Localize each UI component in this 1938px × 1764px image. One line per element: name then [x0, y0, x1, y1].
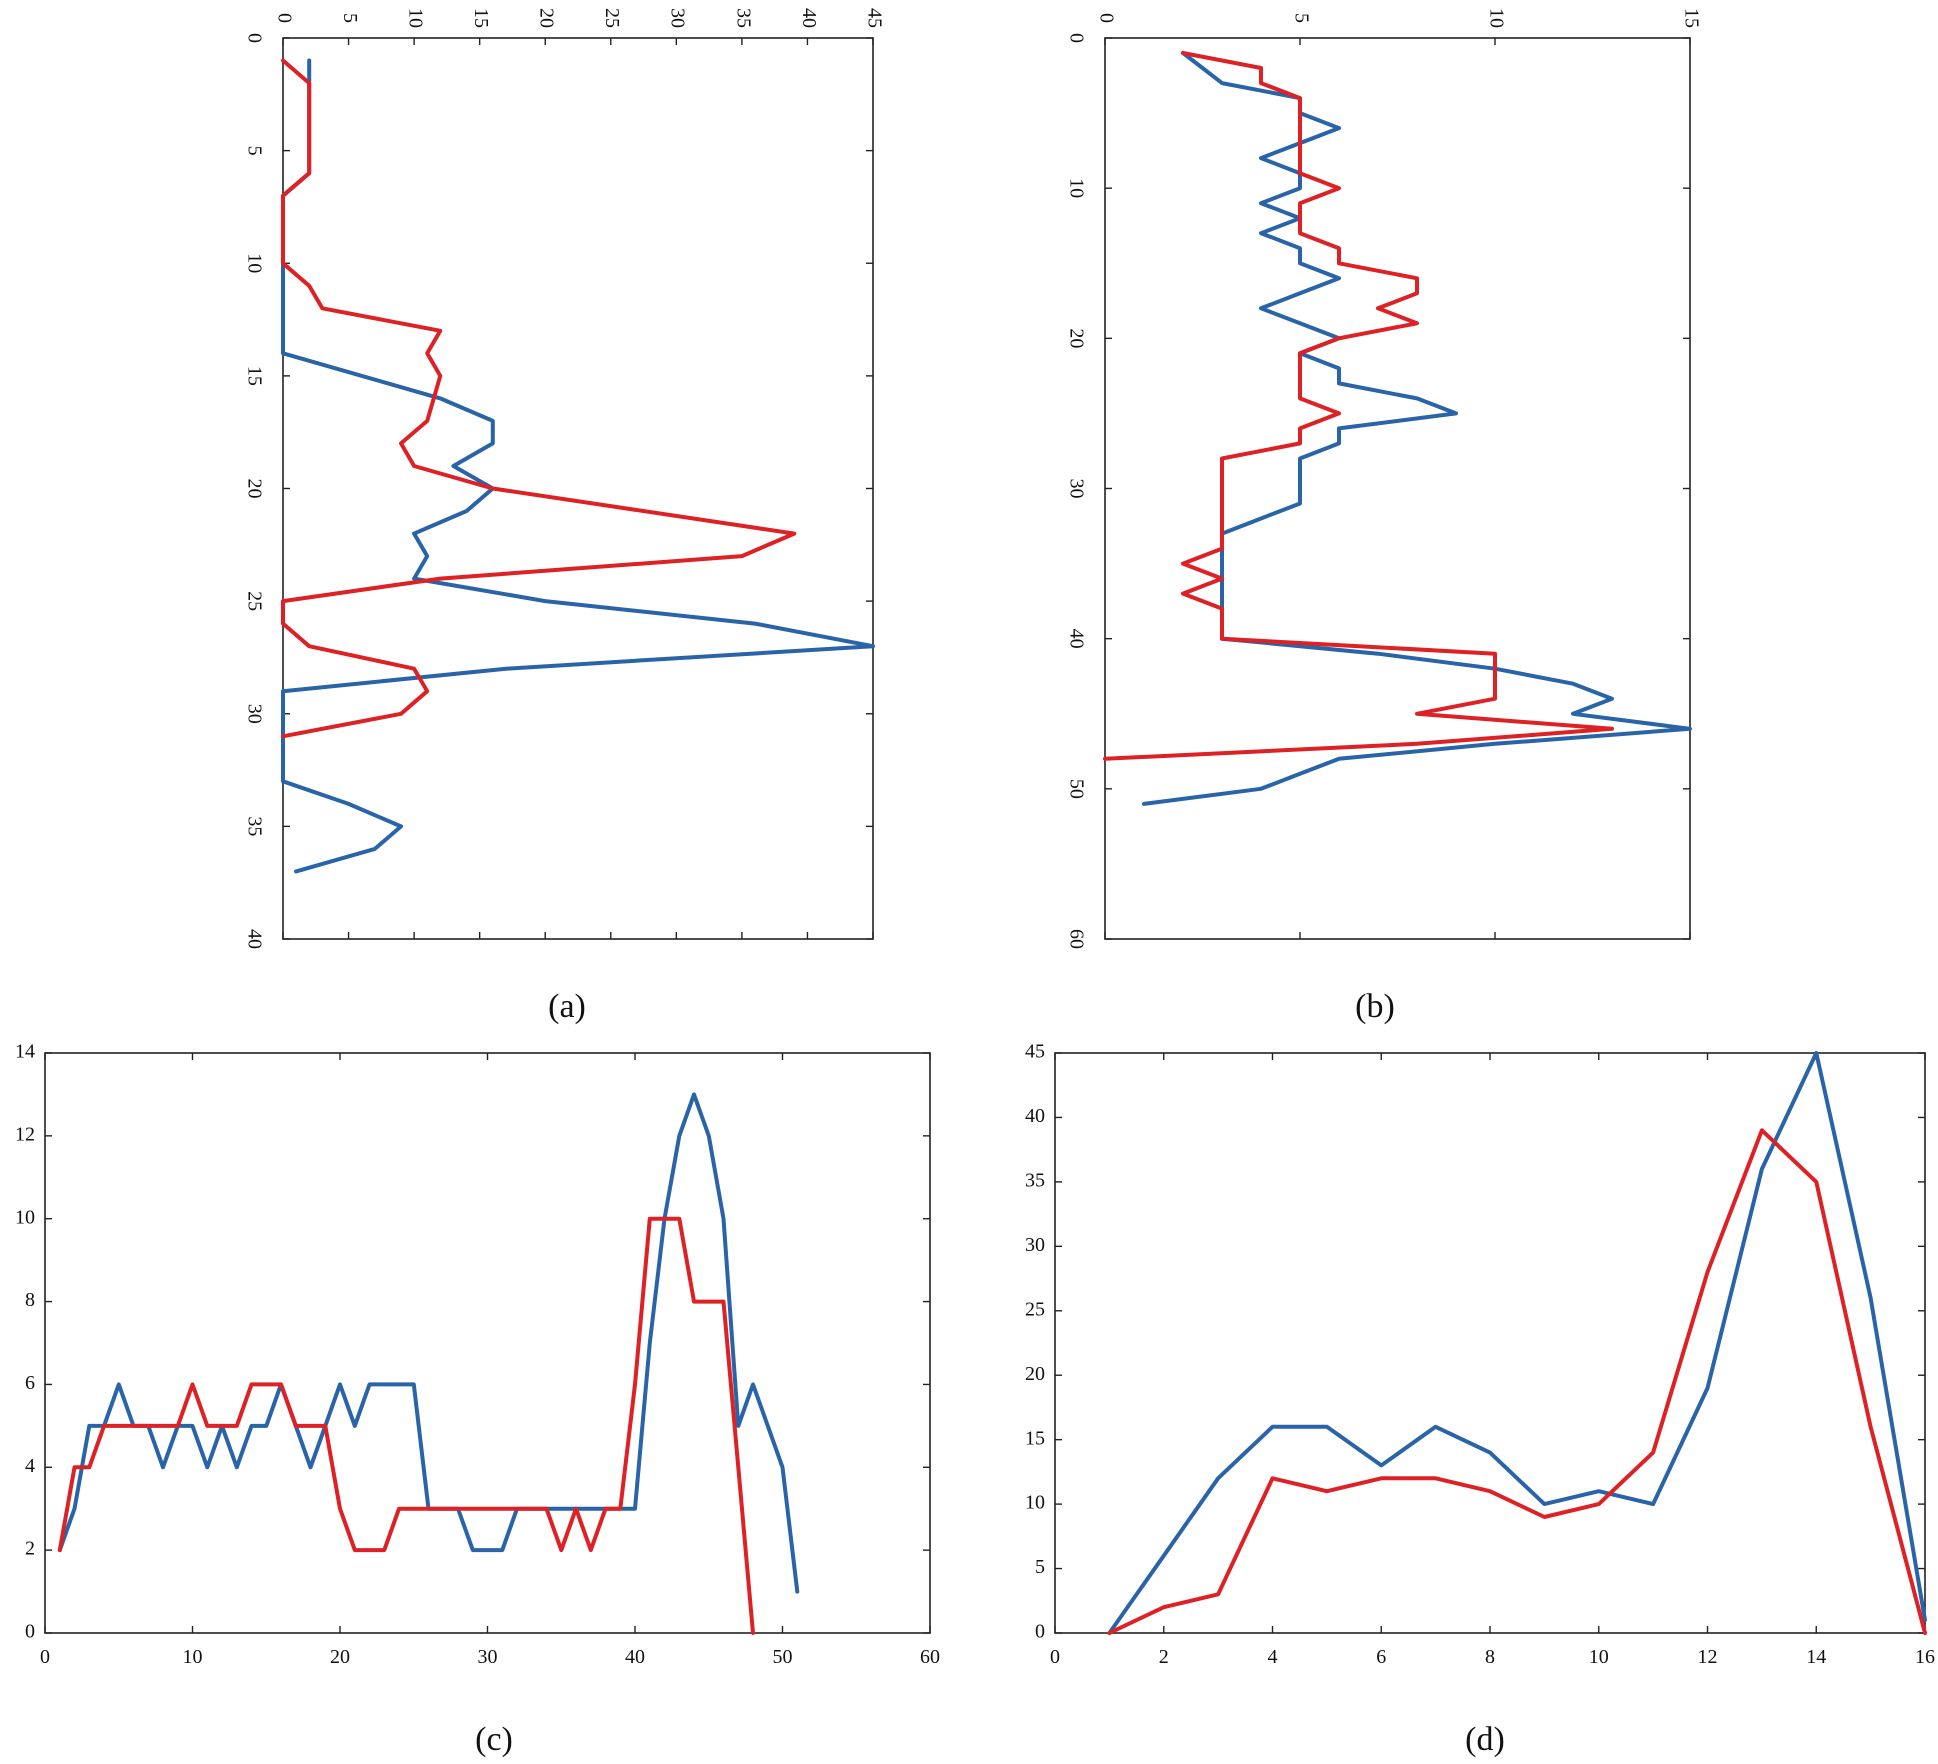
x-tick-label: 12	[1698, 1646, 1718, 1668]
caption-b: (b)	[1355, 988, 1395, 1025]
y-tick-label: 15	[1025, 1427, 1045, 1449]
series-blue	[1142, 51, 1692, 806]
x-tick-label: 10	[183, 1646, 203, 1668]
x-tick-label: 10	[243, 253, 265, 273]
y-tick-label: 0	[1095, 13, 1117, 23]
caption-d: (d)	[1465, 1721, 1505, 1758]
y-tick-label: 30	[667, 8, 689, 28]
plot-frame	[44, 1052, 931, 1634]
caption-c: (c)	[475, 1721, 513, 1758]
y-tick-label: 14	[15, 1041, 35, 1063]
y-tick-label: 45	[863, 8, 885, 28]
x-tick-label: 60	[1065, 929, 1087, 949]
x-tick-label: 10	[1065, 178, 1087, 198]
series-blue	[281, 58, 875, 874]
plot-frame	[1104, 37, 1691, 940]
series-red	[1103, 51, 1614, 761]
y-tick-label: 40	[798, 8, 820, 28]
series-blue	[57, 1092, 800, 1594]
x-tick-label: 35	[243, 816, 265, 836]
y-tick-label: 2	[25, 1538, 35, 1560]
x-tick-label: 10	[1589, 1646, 1609, 1668]
y-tick-label: 12	[15, 1123, 35, 1145]
y-tick-label: 35	[1025, 1169, 1045, 1191]
y-tick-label: 0	[25, 1621, 35, 1643]
y-tick-label: 5	[1290, 13, 1312, 23]
y-tick-label: 40	[1025, 1105, 1045, 1127]
y-tick-label: 4	[25, 1455, 35, 1477]
x-tick-label: 8	[1485, 1646, 1495, 1668]
x-tick-label: 16	[1915, 1646, 1935, 1668]
x-tick-label: 20	[330, 1646, 350, 1668]
y-tick-label: 45	[1025, 1041, 1045, 1063]
y-tick-label: 10	[1485, 8, 1507, 28]
x-tick-label: 20	[243, 479, 265, 499]
y-tick-label: 0	[273, 13, 295, 23]
x-tick-label: 30	[478, 1646, 498, 1668]
series-red	[1107, 1128, 1927, 1635]
y-tick-label: 0	[1035, 1621, 1045, 1643]
y-tick-label: 5	[339, 13, 361, 23]
plot-frame	[282, 37, 874, 940]
x-tick-label: 0	[1050, 1646, 1060, 1668]
x-tick-label: 14	[1806, 1646, 1826, 1668]
y-tick-label: 20	[536, 8, 558, 28]
x-tick-label: 30	[1065, 479, 1087, 499]
x-tick-label: 4	[1268, 1646, 1278, 1668]
y-tick-label: 10	[405, 8, 427, 28]
x-tick-label: 6	[1376, 1646, 1386, 1668]
x-tick-label: 40	[243, 929, 265, 949]
y-tick-label: 20	[1025, 1363, 1045, 1385]
y-tick-label: 25	[1025, 1298, 1045, 1320]
y-tick-label: 10	[1025, 1492, 1045, 1514]
x-tick-label: 20	[1065, 328, 1087, 348]
panel-c: 0 10 20 30 40 50 60 0 2 4 6 8 10 12 14	[15, 1041, 940, 1668]
y-tick-label: 10	[15, 1206, 35, 1228]
x-tick-label: 0	[40, 1646, 50, 1668]
y-tick-label: 6	[25, 1372, 35, 1394]
x-tick-label: 5	[243, 146, 265, 156]
x-tick-label: 25	[243, 591, 265, 611]
panel-b: 0 10 20 30 40 50 60 0 5 10 15	[1065, 8, 1702, 949]
y-tick-label: 30	[1025, 1234, 1045, 1256]
y-tick-label: 25	[601, 8, 623, 28]
panel-a: 0 5 10 15 20 25 30 35 40 0 5 10 15 20 25 30 35 40 45	[243, 8, 885, 949]
x-tick-label: 0	[1065, 33, 1087, 43]
y-tick-label: 15	[470, 8, 492, 28]
x-tick-label: 50	[1065, 779, 1087, 799]
series-red	[281, 58, 797, 739]
x-tick-label: 40	[1065, 629, 1087, 649]
x-tick-label: 15	[243, 366, 265, 386]
y-tick-label: 15	[1680, 8, 1702, 28]
x-tick-label: 60	[920, 1646, 940, 1668]
y-tick-label: 5	[1035, 1556, 1045, 1578]
y-tick-label: 35	[732, 8, 754, 28]
x-tick-label: 40	[625, 1646, 645, 1668]
x-tick-label: 0	[243, 33, 265, 43]
plot-frame	[1054, 1052, 1926, 1634]
x-tick-label: 50	[773, 1646, 793, 1668]
caption-a: (a)	[548, 988, 586, 1025]
x-tick-label: 30	[243, 704, 265, 724]
series-blue	[1107, 1051, 1927, 1635]
series-red	[57, 1216, 755, 1635]
panel-d: 0 2 4 6 8 10 12 14 16 0 5 10 15 20 25 30 35 40 45	[1025, 1041, 1935, 1668]
y-tick-label: 8	[25, 1289, 35, 1311]
x-tick-label: 2	[1159, 1646, 1169, 1668]
